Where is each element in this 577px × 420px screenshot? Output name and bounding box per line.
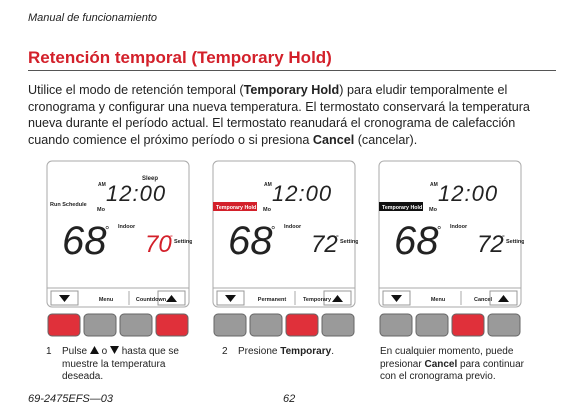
screen [378,160,522,308]
hard-button[interactable] [451,313,485,337]
up-arrow-icon [89,346,99,354]
indoor-temp: 68 [62,219,107,263]
mode: Run Schedule [50,202,87,208]
clock: 12:00 [438,181,498,206]
setting-degree: ° [170,234,173,242]
indoor-label: Indoor [450,224,468,230]
page-number: 62 [283,393,296,405]
right-button-label: Countdown [136,297,167,303]
clock: 12:00 [106,181,166,206]
down-arrow [225,295,236,302]
section-body: Utilice el modo de retención temporal (T… [28,82,558,148]
text: En cualquier momento, puede presionar [380,346,514,370]
text: o [101,346,108,357]
right-button-label: Temporary [303,297,332,303]
indoor-label: Indoor [118,224,136,230]
caption: En cualquier momento, puede presionar Ca… [380,346,530,384]
step-number: 2 [222,346,228,357]
text-bold: Temporary [280,346,332,357]
down-arrow [391,295,402,302]
caption: Pulse o hasta que se muestre la temperat… [62,346,192,384]
day: Mo [429,207,438,213]
text: ) para eludir temporalmente el cronogram… [28,83,530,147]
up-arrow [498,295,509,302]
up-arrow [332,295,343,302]
hold-badge: Temporary Hold [216,205,256,211]
right-button-label: Cancel [474,297,493,303]
text-bold: Cancel [312,132,355,147]
day: Mo [97,207,106,213]
hard-button[interactable] [487,313,521,337]
indoor-temp: 68 [228,219,273,263]
section-title: Retención temporal (Temporary Hold) [28,48,332,67]
badge-bg [379,202,423,211]
down-arrow [59,295,70,302]
setting-temp: 72 [311,231,338,258]
text: hasta que se muestre la temperatura dese… [62,346,179,382]
up-arrow [166,295,177,302]
left-button-label: Menu [431,297,445,303]
period: Sleep [142,176,158,182]
clock: 12:00 [272,181,332,206]
setting-temp: 72 [477,231,504,258]
doc-number: 69-2475EFS—03 [28,393,113,405]
hard-button[interactable] [47,313,81,337]
hold-badge: Temporary Hold [382,205,422,211]
text: Utilice el modo de retención temporal ( [28,83,244,97]
text: (cancelar). [354,132,418,147]
setting-temp: 70 [145,231,172,258]
text: . [331,346,334,357]
caption: Presione Temporary. [238,346,368,359]
hard-button[interactable] [213,313,247,337]
left-button-label: Menu [99,297,113,303]
hard-button[interactable] [321,313,355,337]
hard-button[interactable] [155,313,189,337]
down-arrow-icon [109,346,119,354]
hard-button[interactable] [119,313,153,337]
hard-button[interactable] [379,313,413,337]
setting-degree: ° [336,234,339,242]
am-pm: AM [264,182,272,188]
screen [212,160,356,308]
hard-button[interactable] [83,313,117,337]
hard-button[interactable] [249,313,283,337]
text: para continuar con el cronograma previo. [380,358,524,383]
text-bold: Cancel [424,358,458,370]
left-button-label: Permanent [258,297,287,303]
hard-button[interactable] [285,313,319,337]
step-number: 1 [46,346,52,357]
am-pm: AM [98,182,106,188]
setting-label: Setting [174,239,192,245]
text: Presione [238,346,281,357]
am-pm: AM [430,182,438,188]
title-rule [28,70,556,71]
text: Pulse [62,346,88,357]
hard-button[interactable] [415,313,449,337]
screen [46,160,190,308]
setting-label: Setting [340,239,358,245]
setting-label: Setting [506,239,524,245]
indoor-temp: 68 [394,219,439,263]
header: Manual de funcionamiento [28,12,158,24]
day: Mo [263,207,272,213]
badge-bg [213,202,257,211]
indoor-degree: ° [437,225,441,237]
text-bold: Temporary Hold [243,83,340,97]
indoor-degree: ° [105,225,109,237]
indoor-degree: ° [271,225,275,237]
setting-degree: ° [502,234,505,242]
indoor-label: Indoor [284,224,302,230]
